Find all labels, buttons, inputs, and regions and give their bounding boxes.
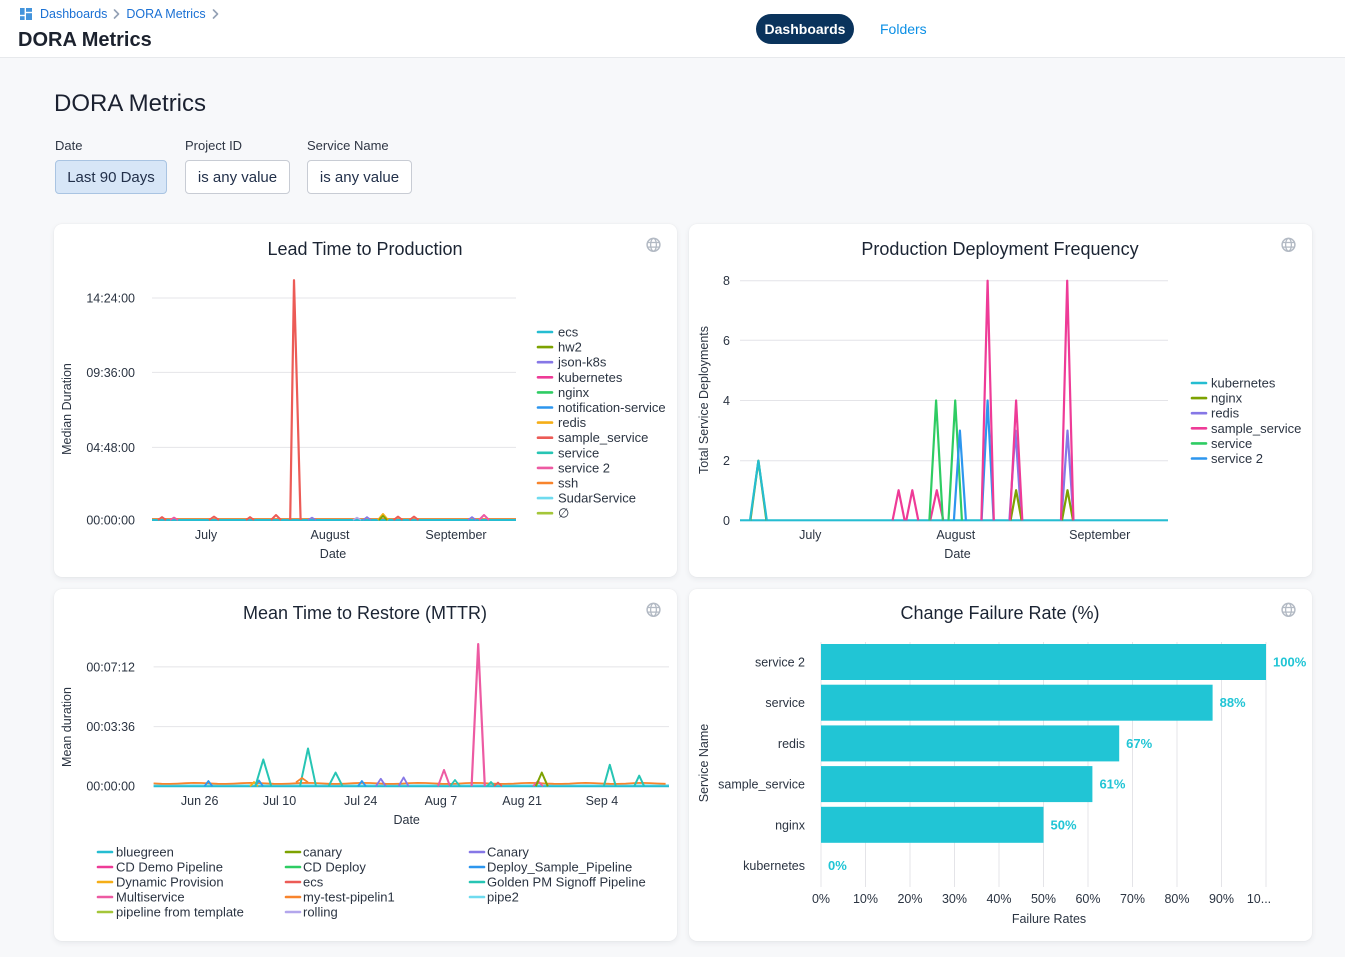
svg-text:redis: redis [1211,406,1240,421]
svg-text:September: September [425,528,486,542]
svg-text:Sep 4: Sep 4 [586,794,619,808]
svg-text:Dynamic Provision: Dynamic Provision [116,875,224,890]
svg-text:Date: Date [393,813,419,827]
svg-text:Golden PM Signoff Pipeline: Golden PM Signoff Pipeline [487,875,646,890]
svg-text:ssh: ssh [558,476,578,491]
svg-text:Deploy_Sample_Pipeline: Deploy_Sample_Pipeline [487,860,632,875]
svg-text:Change Failure Rate (%): Change Failure Rate (%) [900,603,1099,623]
svg-text:my-test-pipelin1: my-test-pipelin1 [303,890,395,905]
svg-text:nginx: nginx [775,818,806,832]
svg-text:30%: 30% [942,892,967,906]
svg-text:July: July [195,528,218,542]
svg-text:50%: 50% [1051,817,1077,832]
svg-text:6: 6 [723,334,730,348]
svg-text:bluegreen: bluegreen [116,845,174,860]
svg-text:Jul 24: Jul 24 [344,794,377,808]
svg-text:August: August [311,528,350,542]
svg-text:88%: 88% [1220,695,1246,710]
svg-text:14:24:00: 14:24:00 [86,292,135,306]
svg-text:61%: 61% [1099,777,1125,792]
svg-text:0%: 0% [828,858,847,873]
svg-text:service: service [558,445,599,460]
svg-text:67%: 67% [1126,736,1152,751]
svg-text:70%: 70% [1120,892,1145,906]
svg-text:Production Deployment Frequenc: Production Deployment Frequency [861,239,1138,259]
svg-text:ecs: ecs [558,325,579,340]
svg-text:nginx: nginx [1211,391,1243,406]
svg-text:Mean Time to Restore (MTTR): Mean Time to Restore (MTTR) [243,603,487,623]
svg-text:Lead Time to Production: Lead Time to Production [267,239,462,259]
svg-text:0: 0 [723,514,730,528]
svg-text:json-k8s: json-k8s [557,355,607,370]
svg-text:CD Deploy: CD Deploy [303,860,366,875]
svg-text:Mean duration: Mean duration [60,687,74,767]
svg-text:service: service [1211,436,1252,451]
svg-text:Median Duration: Median Duration [60,363,74,455]
svg-text:Canary: Canary [487,845,529,860]
svg-text:rolling: rolling [303,905,338,920]
svg-text:10...: 10... [1247,892,1271,906]
svg-text:sample_service: sample_service [1211,421,1301,436]
svg-text:sample_service: sample_service [558,430,648,445]
svg-text:September: September [1069,528,1130,542]
svg-text:August: August [936,528,975,542]
svg-text:∅: ∅ [558,506,569,521]
svg-text:8: 8 [723,274,730,288]
svg-text:Service Name: Service Name [697,724,711,803]
svg-text:service 2: service 2 [558,460,610,475]
svg-text:80%: 80% [1164,892,1189,906]
svg-text:10%: 10% [853,892,878,906]
svg-text:redis: redis [778,737,805,751]
svg-text:kubernetes: kubernetes [1211,376,1276,391]
svg-text:2: 2 [723,454,730,468]
svg-text:40%: 40% [986,892,1011,906]
svg-text:service: service [765,696,805,710]
svg-text:redis: redis [558,415,587,430]
svg-text:00:03:36: 00:03:36 [86,720,135,734]
svg-text:July: July [799,528,822,542]
svg-text:Total Service Deployments: Total Service Deployments [697,326,711,474]
svg-text:Multiservice: Multiservice [116,890,185,905]
svg-text:90%: 90% [1209,892,1234,906]
svg-text:60%: 60% [1075,892,1100,906]
svg-text:100%: 100% [1273,655,1307,670]
svg-text:nginx: nginx [558,385,590,400]
svg-text:Aug 7: Aug 7 [425,794,458,808]
svg-text:hw2: hw2 [558,340,582,355]
svg-text:pipeline from template: pipeline from template [116,905,244,920]
svg-text:50%: 50% [1031,892,1056,906]
svg-text:04:48:00: 04:48:00 [86,441,135,455]
svg-text:Jun 26: Jun 26 [181,794,219,808]
svg-text:notification-service: notification-service [558,400,666,415]
svg-text:sample_service: sample_service [718,778,805,792]
svg-text:Date: Date [320,547,346,561]
svg-text:09:36:00: 09:36:00 [86,366,135,380]
svg-text:00:00:00: 00:00:00 [86,779,135,793]
svg-text:pipe2: pipe2 [487,890,519,905]
svg-text:service 2: service 2 [1211,451,1263,466]
svg-text:ecs: ecs [303,875,324,890]
svg-text:00:00:00: 00:00:00 [86,514,135,528]
svg-text:SudarService: SudarService [558,491,636,506]
svg-text:Date: Date [944,547,970,561]
svg-text:0%: 0% [812,892,830,906]
svg-text:Aug 21: Aug 21 [502,794,542,808]
svg-text:Jul 10: Jul 10 [263,794,296,808]
svg-text:kubernetes: kubernetes [558,370,623,385]
svg-text:20%: 20% [897,892,922,906]
svg-text:4: 4 [723,394,730,408]
svg-text:CD Demo Pipeline: CD Demo Pipeline [116,860,223,875]
svg-text:Failure Rates: Failure Rates [1012,912,1086,926]
svg-text:00:07:12: 00:07:12 [86,660,135,674]
svg-text:service 2: service 2 [755,656,805,670]
svg-text:kubernetes: kubernetes [743,859,805,873]
svg-text:canary: canary [303,845,343,860]
